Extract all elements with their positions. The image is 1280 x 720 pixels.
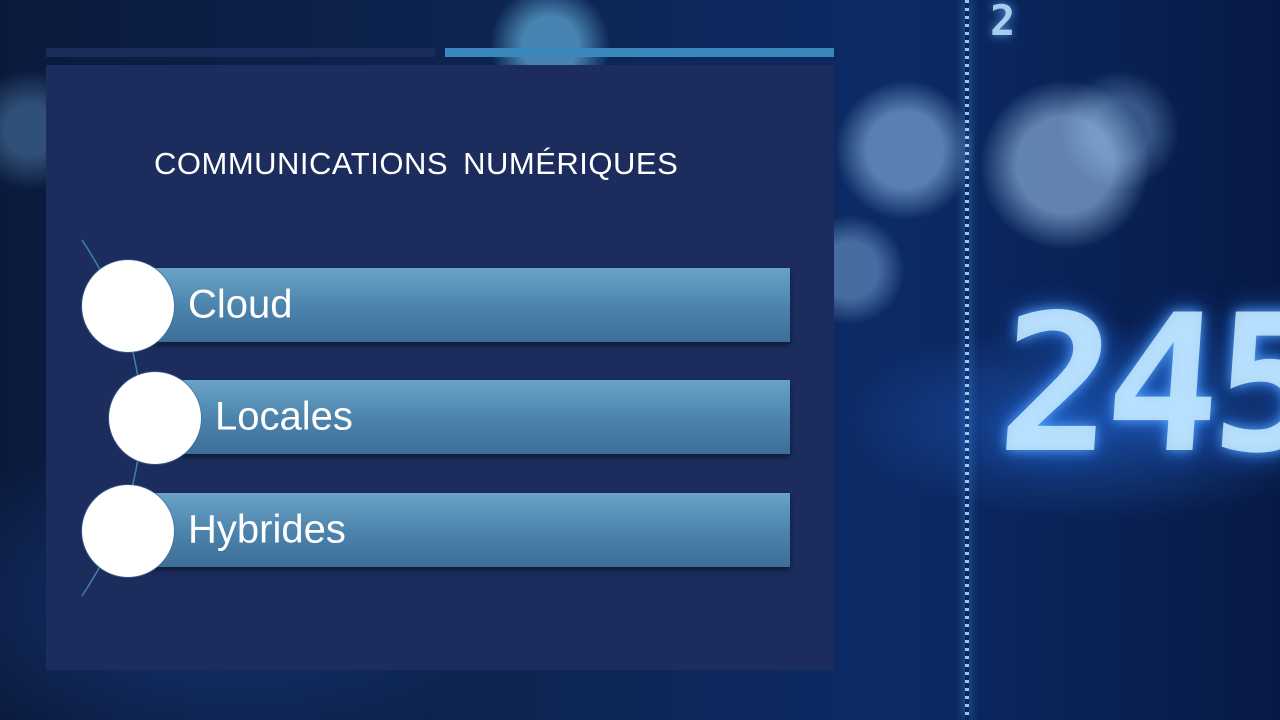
led-top-readout: 2 [990,0,1016,45]
led-column [965,0,969,720]
bullet-circle [82,485,174,577]
accent-bar-left [46,48,435,57]
content-panel [46,65,834,670]
list-item-cloud[interactable]: Cloud [128,268,790,342]
bullet-circle [82,260,174,352]
list-item-locales[interactable]: Locales [155,380,790,454]
bullet-circle [109,372,201,464]
list-item-label: Hybrides [188,507,346,552]
list-item-hybrides[interactable]: Hybrides [128,493,790,567]
list-item-label: Locales [215,394,353,439]
accent-bar-right [445,48,834,57]
list-item-label: Cloud [188,282,293,327]
slide-title: COMMUNICATIONS NUMÉRIQUES [154,146,679,181]
led-digits-display: 245 [992,274,1280,495]
